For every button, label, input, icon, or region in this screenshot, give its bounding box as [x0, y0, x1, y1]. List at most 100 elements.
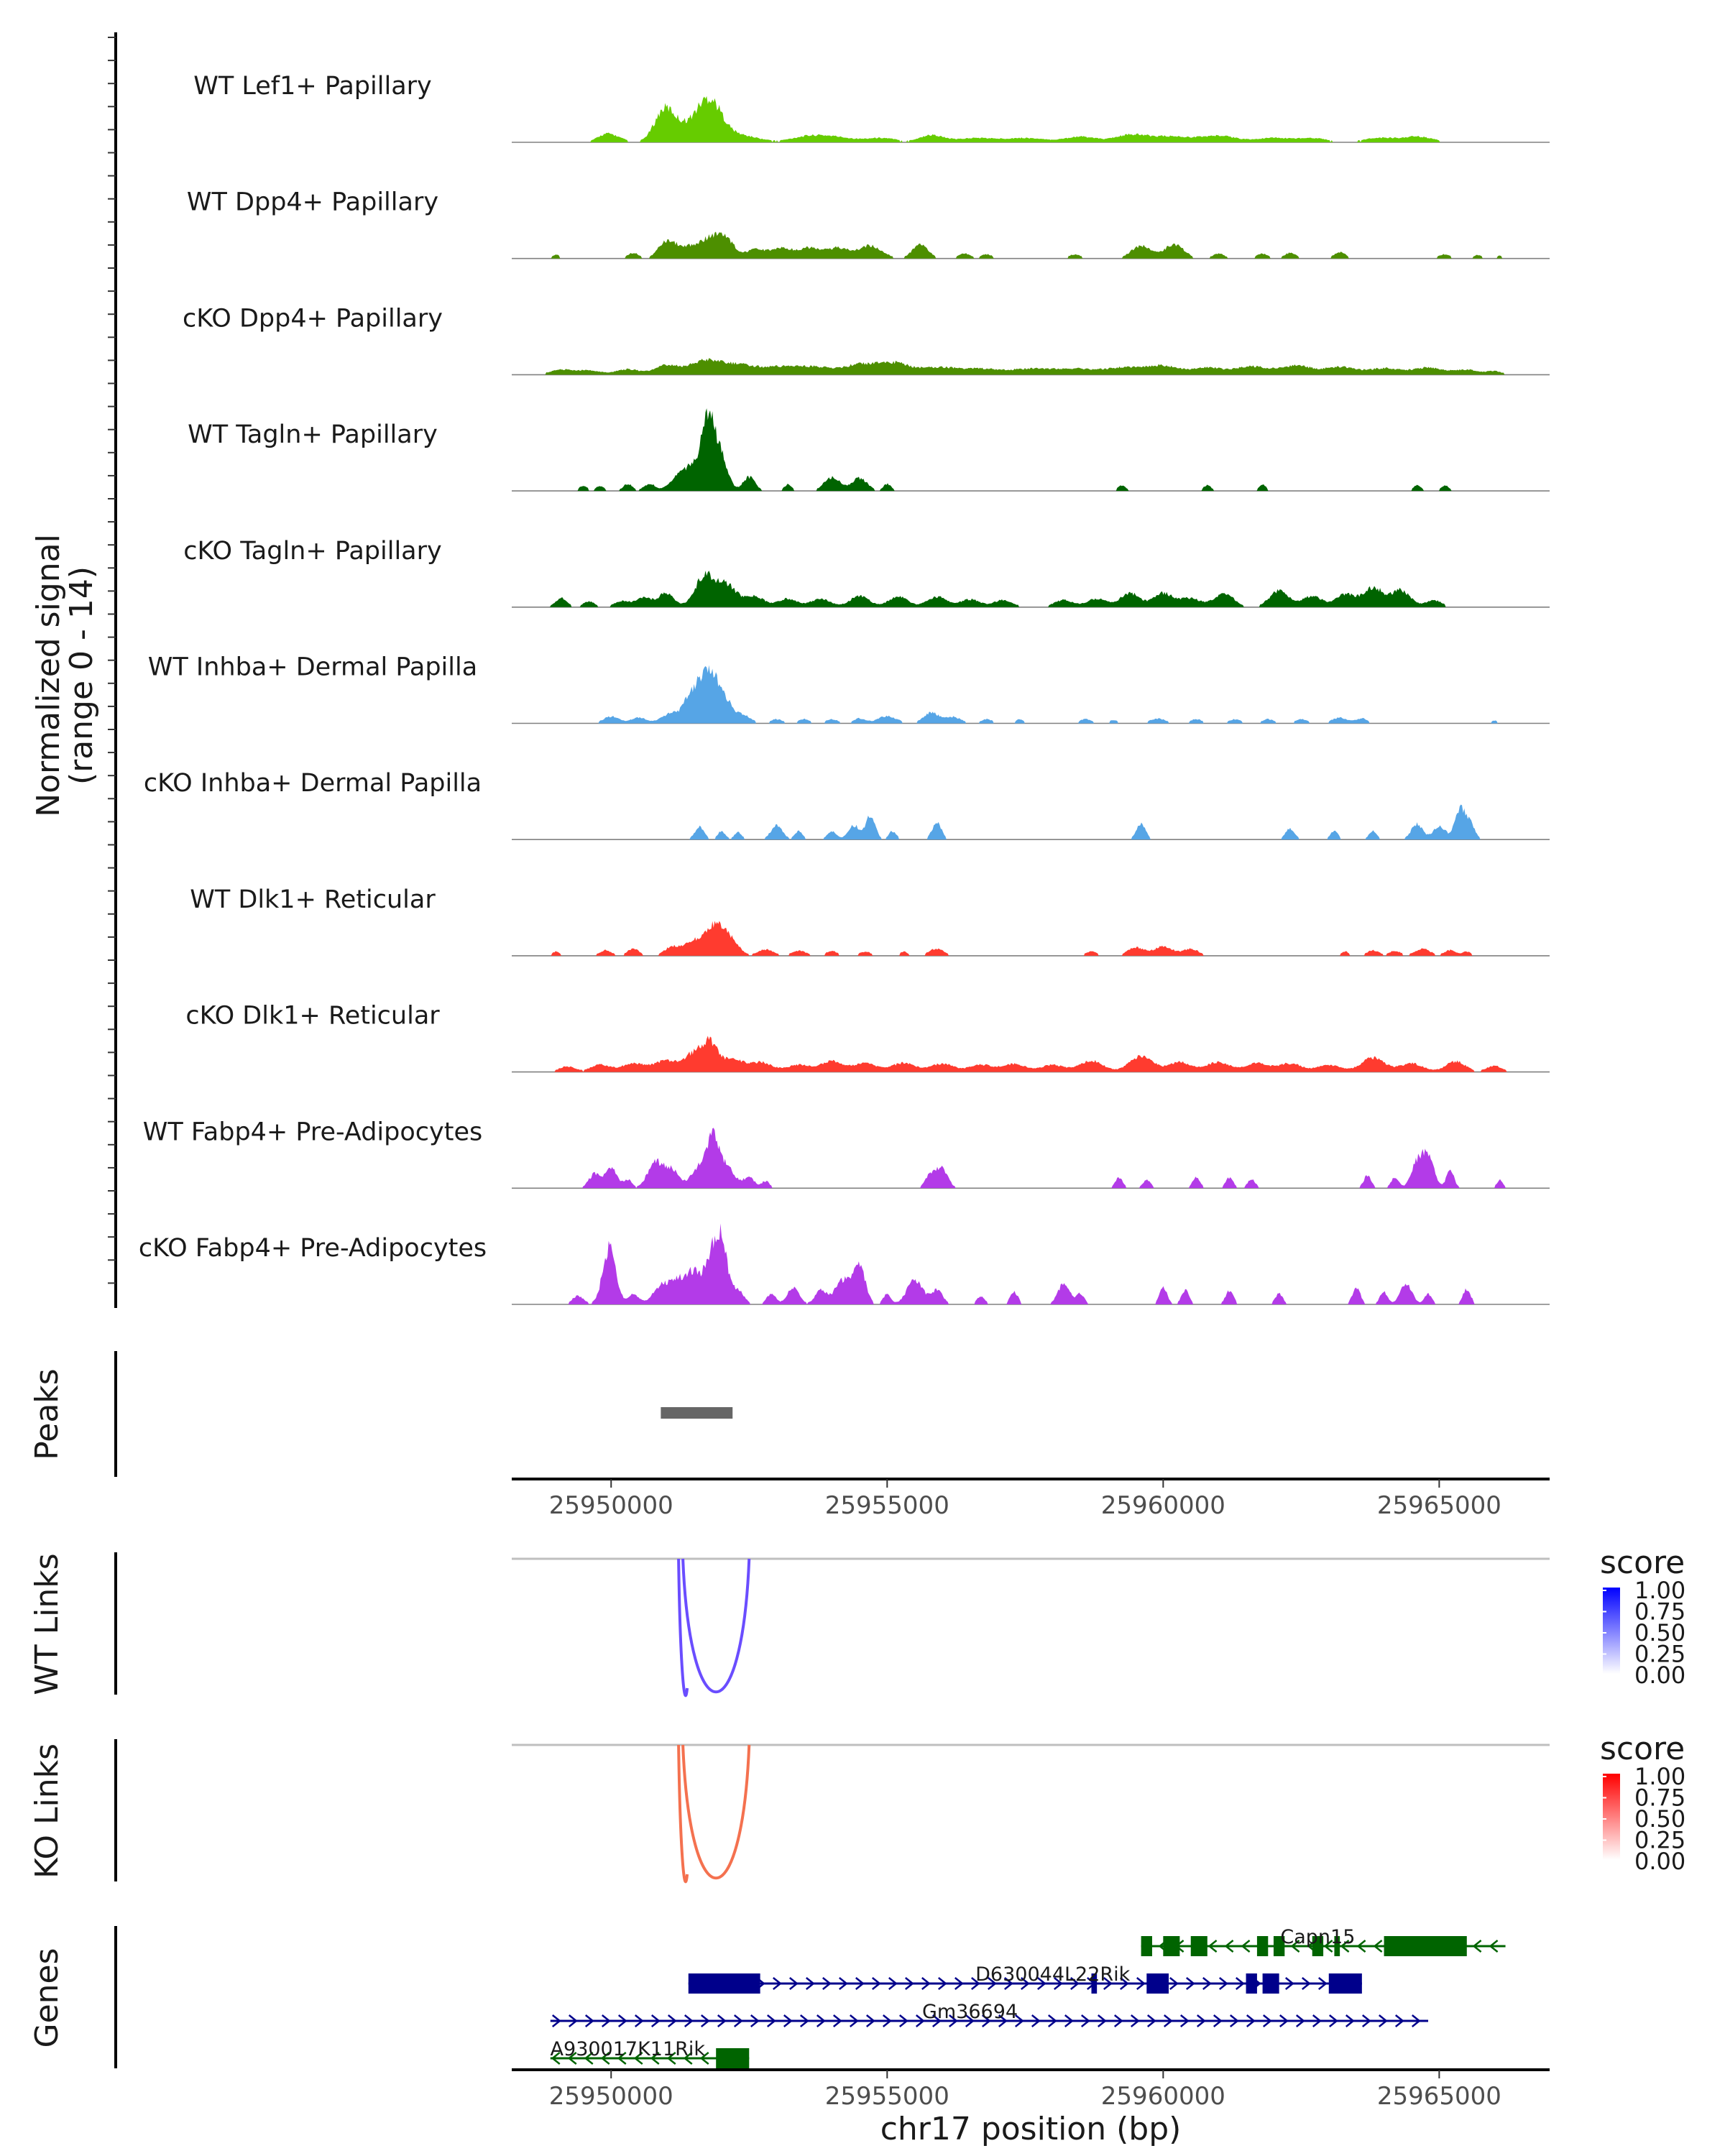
peak-region: [661, 1407, 733, 1419]
coverage-signal-area: [512, 408, 1550, 492]
strand-chevron: [1356, 1940, 1366, 1953]
coverage-track-label: cKO Inhba+ Dermal Papilla: [144, 769, 482, 798]
strand-chevron: [1186, 1977, 1195, 1990]
coverage-y-axis-title-line: Normalized signal: [30, 534, 67, 817]
strand-chevron: [650, 2052, 660, 2065]
coverage-signal-area: [512, 1223, 1550, 1304]
strand-chevron: [849, 2014, 859, 2027]
coverage-track: cKO Tagln+ Papillary: [183, 537, 1550, 608]
strand-chevron: [717, 2014, 727, 2027]
strand-chevron: [1146, 2014, 1156, 2027]
strand-chevron: [567, 2052, 577, 2065]
strand-chevron: [750, 2014, 760, 2027]
strand-chevron: [965, 2014, 975, 2027]
strand-chevron: [1064, 2014, 1074, 2027]
legend-tick-label: 1.00: [1634, 1763, 1685, 1790]
x-tick-label: 25965000: [1377, 2082, 1501, 2111]
legend-tick-label: 1.00: [1634, 1577, 1685, 1604]
strand-chevron: [1169, 1977, 1179, 1990]
coverage-track-label: WT Tagln+ Papillary: [188, 420, 438, 449]
legend-title: score: [1600, 1731, 1685, 1767]
gene-label: Gm36694: [922, 2001, 1018, 2023]
strand-chevron: [733, 2014, 743, 2027]
coverage-track: WT Dpp4+ Papillary: [187, 188, 1550, 259]
coverage-track: WT Tagln+ Papillary: [188, 408, 1550, 492]
strand-chevron: [1246, 2014, 1256, 2027]
strand-chevron: [1279, 2014, 1289, 2027]
legend-title: score: [1600, 1544, 1685, 1581]
coverage-signal-area: [512, 358, 1550, 375]
strand-chevron: [1394, 2014, 1404, 2027]
coverage-track: cKO Dpp4+ Papillary: [183, 304, 1550, 376]
strand-chevron: [584, 2052, 594, 2065]
strand-chevron: [1202, 1977, 1212, 1990]
gene-label: Capn15: [1280, 1926, 1355, 1948]
coverage-track-label: cKO Tagln+ Papillary: [183, 537, 442, 566]
strand-chevron: [905, 1977, 914, 1990]
strand-chevron: [1411, 2014, 1421, 2027]
strand-chevron: [568, 2014, 578, 2027]
strand-chevron: [551, 2014, 561, 2027]
legend-tick-label: 0.75: [1634, 1598, 1685, 1626]
gene-model: Capn15: [1141, 1926, 1506, 1956]
ko-links-panel-title: KO Links: [29, 1743, 65, 1879]
gene-exon: [1262, 1973, 1279, 1994]
strand-chevron: [584, 2014, 594, 2027]
strand-chevron: [816, 2014, 826, 2027]
strand-chevron: [633, 2052, 643, 2065]
strand-chevron: [1361, 2014, 1371, 2027]
coverage-signal-area: [512, 96, 1550, 142]
coverage-track-label: cKO Dpp4+ Papillary: [183, 304, 443, 333]
strand-chevron: [667, 2014, 677, 2027]
strand-chevron: [1070, 1977, 1080, 1990]
strand-chevron: [1130, 2014, 1140, 2027]
coverage-track: cKO Inhba+ Dermal Papilla: [144, 769, 1550, 840]
strand-chevron: [1241, 1940, 1251, 1953]
strand-chevron: [1163, 2014, 1173, 2027]
strand-chevron: [1103, 1977, 1113, 1990]
strand-chevron: [1219, 1977, 1228, 1990]
strand-chevron: [839, 1977, 848, 1990]
coverage-y-axis-title-line: (range 0 - 14): [63, 566, 100, 785]
gene-exon: [1256, 1936, 1269, 1956]
strand-chevron: [915, 2014, 925, 2027]
strand-chevron: [932, 2014, 942, 2027]
coverage-panel: WT Lef1+ Papillary WT Dpp4+ Papillary cKO …: [139, 72, 1550, 1305]
strand-chevron: [1136, 1977, 1146, 1990]
gene-exon: [1328, 1973, 1362, 1994]
coverage-track: WT Fabp4+ Pre-Adipocytes: [143, 1118, 1550, 1189]
coverage-signal-area: [512, 571, 1550, 607]
gene-exon: [1246, 1973, 1257, 1994]
coverage-track-label: cKO Dlk1+ Reticular: [185, 1002, 440, 1031]
strand-chevron: [981, 2014, 991, 2027]
legend-colorbar: [1603, 1774, 1620, 1860]
strand-chevron: [1378, 2014, 1388, 2027]
strand-chevron: [766, 2014, 776, 2027]
gene-exon: [688, 1973, 760, 1994]
link-arc: [677, 1558, 689, 1697]
strand-chevron: [1328, 2014, 1338, 2027]
strand-chevron: [700, 2014, 710, 2027]
strand-chevron: [1097, 2014, 1107, 2027]
gene-exon: [716, 2048, 750, 2068]
strand-chevron: [1345, 2014, 1355, 2027]
legend-tick-label: 0.50: [1634, 1619, 1685, 1646]
x-tick-label: 25960000: [1101, 1491, 1225, 1520]
strand-chevron: [1229, 2014, 1239, 2027]
strand-chevron: [1120, 1977, 1129, 1990]
x-tick-label: 25950000: [549, 1491, 673, 1520]
gene-exon: [1190, 1936, 1208, 1956]
genes-x-ticks: 25950000 25955000 25960000 25965000: [549, 2070, 1501, 2111]
strand-chevron: [938, 1977, 947, 1990]
strand-chevron: [1224, 1940, 1234, 1953]
strand-chevron: [789, 1977, 799, 1990]
strand-chevron: [865, 2014, 875, 2027]
gene-label: A930017K11Rik: [551, 2038, 706, 2060]
strand-chevron: [617, 2052, 627, 2065]
coverage-track: WT Lef1+ Papillary: [193, 72, 1550, 143]
coverage-signal-area: [512, 231, 1550, 259]
strand-chevron: [600, 2052, 610, 2065]
strand-chevron: [822, 1977, 832, 1990]
